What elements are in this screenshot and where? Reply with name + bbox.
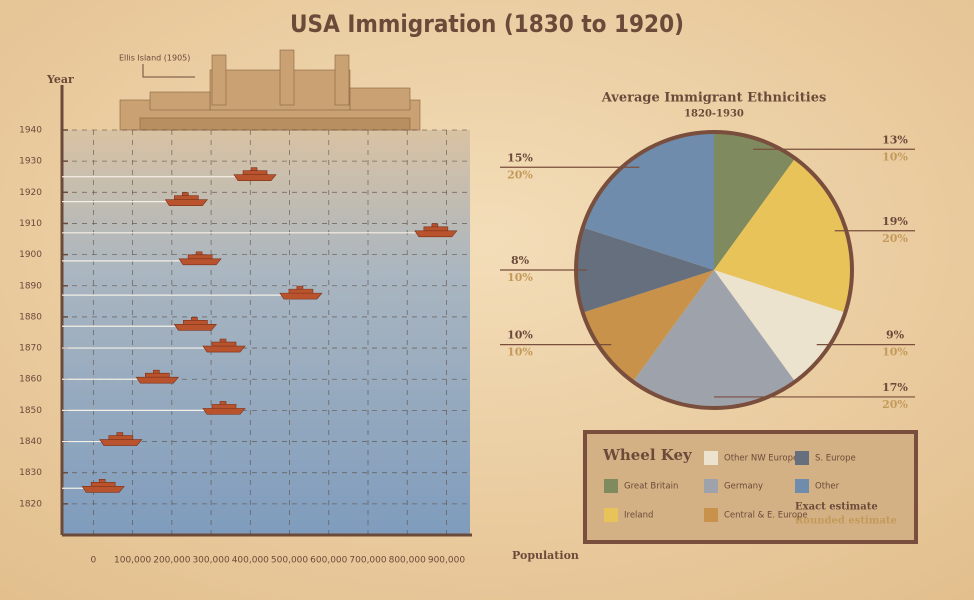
pie-title: Average Immigrant Ethnicities — [601, 91, 827, 106]
legend-exact: Exact estimate — [795, 502, 878, 513]
exact-label: 10% — [507, 329, 533, 342]
rounded-label: 20% — [507, 168, 533, 181]
legend-label: Great Britain — [624, 482, 678, 492]
pie-slice — [582, 270, 714, 382]
annotation-leader — [142, 64, 195, 78]
legend-label: S. Europe — [815, 454, 856, 464]
rounded-label: 10% — [882, 346, 908, 359]
y-tick-label: 1930 — [19, 157, 42, 167]
y-tick-label: 1910 — [19, 219, 42, 229]
ship — [202, 401, 246, 415]
ship — [414, 223, 458, 238]
legend-rounded: Rounded estimate — [795, 516, 897, 527]
y-tick-label: 1840 — [19, 437, 42, 447]
y-tick-label: 1850 — [19, 406, 42, 416]
ship — [135, 369, 179, 384]
pie-slice — [714, 270, 846, 382]
x-tick-label: 100,000 — [114, 556, 151, 566]
legend-label: Germany — [724, 482, 763, 492]
x-tick-label: 600,000 — [310, 556, 347, 566]
x-axis-label: Population — [512, 549, 579, 562]
exact-label: 8% — [511, 254, 530, 267]
ship — [164, 192, 209, 206]
legend-swatch — [704, 508, 718, 522]
legend-label: Other — [815, 482, 840, 492]
annotation: Ellis Island (1905) — [119, 54, 190, 63]
exact-label: 19% — [882, 215, 908, 228]
x-tick-label: 200,000 — [153, 556, 190, 566]
legend-label: Other NW Europe — [724, 454, 798, 464]
ellis-island — [119, 49, 421, 131]
ship — [178, 251, 222, 266]
legend-label: Central & E. Europe — [724, 511, 808, 521]
legend-swatch — [704, 451, 718, 465]
legend-swatch — [604, 508, 618, 522]
exact-label: 13% — [882, 133, 908, 146]
y-tick-label: 1940 — [19, 126, 42, 136]
y-tick-label: 1920 — [19, 188, 42, 198]
rounded-label: 10% — [882, 150, 908, 163]
y-tick-label: 1830 — [19, 468, 42, 478]
pie-outline — [574, 130, 854, 410]
y-tick-label: 1880 — [19, 312, 42, 322]
y-tick-label: 1900 — [19, 250, 42, 260]
x-tick-label: 300,000 — [192, 556, 229, 566]
legend-swatch — [604, 479, 618, 493]
ship — [99, 432, 143, 446]
x-tick-label: 800,000 — [389, 556, 426, 566]
x-tick-label: 900,000 — [428, 556, 465, 566]
y-tick-label: 1870 — [19, 344, 42, 354]
x-tick-label: 400,000 — [232, 556, 269, 566]
pie-slice — [582, 132, 714, 270]
y-tick-label: 1820 — [19, 499, 42, 509]
exact-label: 9% — [886, 329, 905, 342]
y-tick-label: 1860 — [19, 375, 42, 385]
rounded-label: 10% — [507, 346, 533, 359]
ship — [202, 338, 246, 353]
legend-swatch — [795, 479, 809, 493]
title: USA Immigration (1830 to 1920) — [290, 10, 684, 38]
ship — [173, 316, 218, 331]
legend — [583, 430, 918, 544]
ship — [233, 167, 277, 182]
pie-slice — [714, 158, 852, 313]
pie-slice — [714, 132, 796, 270]
rounded-label: 10% — [507, 271, 533, 284]
ship — [279, 285, 323, 300]
pie-subtitle: 1820-1930 — [684, 109, 744, 120]
exact-label: 15% — [507, 151, 533, 164]
x-tick-label: 500,000 — [271, 556, 308, 566]
legend-title: Wheel Key — [602, 446, 693, 464]
pie-slice — [576, 227, 714, 313]
y-axis-label: Year — [46, 73, 74, 86]
rounded-label: 20% — [882, 232, 908, 245]
legend-label: Ireland — [624, 511, 653, 521]
legend-swatch — [795, 451, 809, 465]
y-tick-label: 1890 — [19, 281, 42, 291]
pie-slice — [632, 270, 796, 409]
legend-swatch — [704, 479, 718, 493]
x-tick-label: 700,000 — [349, 556, 386, 566]
ship — [81, 478, 125, 493]
exact-label: 17% — [882, 381, 908, 394]
plot-area — [62, 130, 470, 535]
rounded-label: 20% — [882, 398, 908, 411]
x-tick-label: 0 — [91, 556, 97, 566]
